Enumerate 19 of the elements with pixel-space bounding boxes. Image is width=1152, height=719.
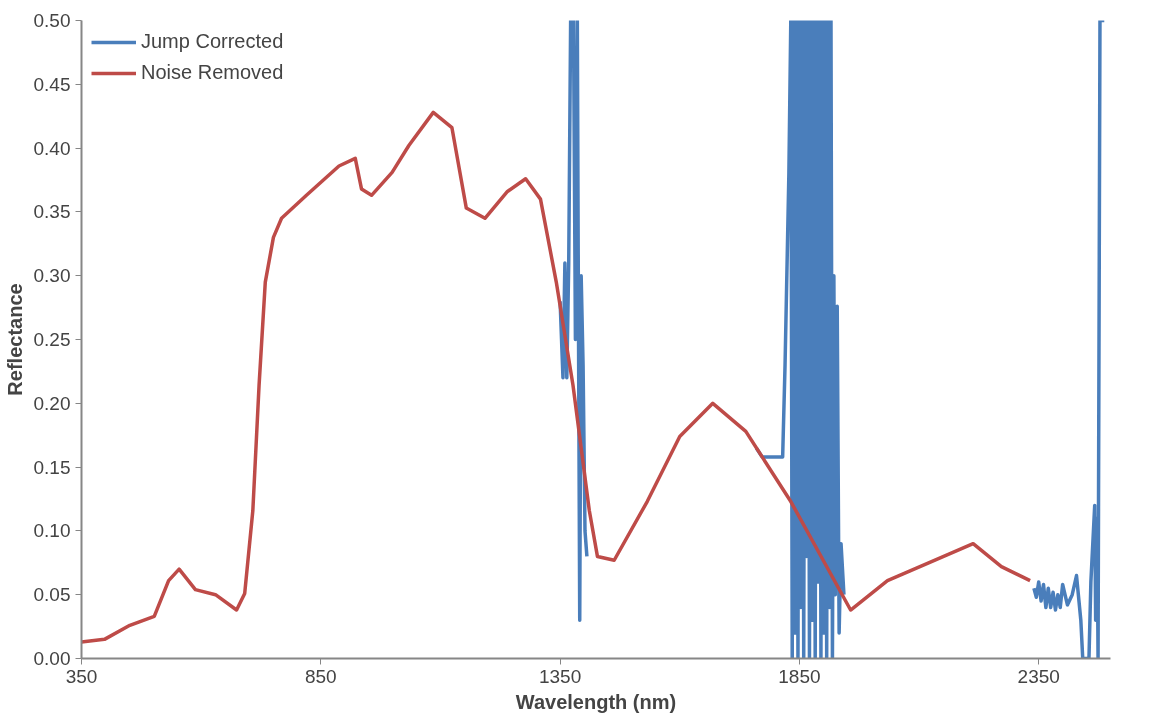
x-tick-label: 1350	[538, 665, 582, 687]
y-tick-label: 0.45	[33, 73, 71, 95]
y-tick-label: 0.50	[33, 10, 71, 31]
legend-label: Jump Corrected	[141, 30, 284, 53]
x-tick-label: 1850	[778, 665, 821, 687]
y-tick-label: 0.10	[33, 520, 71, 542]
y-tick-label: 0.20	[33, 392, 71, 414]
y-tick-label: 0.25	[33, 329, 71, 350]
y-tick-label: 0.15	[33, 456, 71, 478]
y-tick-label: 0.40	[33, 137, 71, 159]
y-axis-title: Reflectance	[3, 283, 26, 396]
x-axis-title: Wavelength (nm)	[515, 690, 677, 713]
y-tick-label: 0.30	[33, 265, 71, 287]
x-tick-label: 850	[304, 665, 337, 687]
line-series	[81, 110, 1032, 644]
y-tick-label: 0.05	[33, 584, 71, 606]
x-tick-label: 2350	[1017, 665, 1060, 687]
legend-label: Noise Removed	[141, 61, 284, 84]
y-tick-label: 0.35	[33, 201, 71, 223]
